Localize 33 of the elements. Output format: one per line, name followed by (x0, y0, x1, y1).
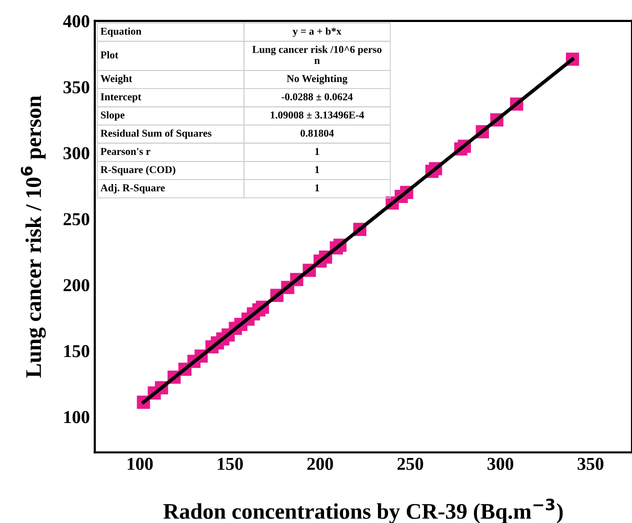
x-tick-label: 350 (578, 458, 604, 470)
y-tick-label: 350 (64, 81, 90, 94)
annotation: 1 (315, 148, 320, 155)
annotation: 1.09008 ± 3.13496E-4 (270, 111, 364, 119)
x-axis-title: Radon concentrations by CR-39 (Bq.m$^{−3}$) (163, 498, 563, 523)
annotation: Intercept (100, 93, 142, 102)
annotation: -0.0288 ± 0.0624 (282, 93, 353, 100)
annotation: Equation (100, 27, 142, 37)
annotation: y = a + b*x (292, 27, 342, 37)
x-tick-label: 150 (218, 458, 243, 470)
annotation: Plot (100, 51, 118, 58)
x-tick-label: 100 (128, 458, 153, 470)
y-tick-label: 200 (64, 279, 90, 292)
x-tick-label: 250 (397, 458, 424, 470)
annotation: 1 (315, 166, 320, 174)
y-tick-label: 150 (64, 345, 90, 358)
x-tick-label: 300 (488, 458, 514, 470)
x-tick-label: 200 (307, 458, 333, 470)
annotation: Slope (100, 111, 124, 121)
annotation: No Weighting (286, 74, 348, 84)
annotation: Weight (100, 74, 132, 84)
annotation: Pearson's r (100, 148, 150, 155)
y-axis-title: Lung cancer risk / 10$^{6}$ person (20, 96, 46, 378)
annotation: Residual Sum of Squares (100, 129, 212, 139)
y-tick-label: 400 (63, 15, 90, 28)
y-tick-label: 250 (64, 213, 90, 226)
annotation: R-Square (COD) (100, 166, 176, 176)
annotation: 0.81804 (300, 130, 334, 137)
annotation: 1 (315, 184, 320, 192)
y-tick-label: 100 (64, 411, 90, 424)
y-tick-label: 300 (64, 147, 90, 160)
annotation: Adj. R-Square (100, 184, 165, 194)
annotation: Lung cancer risk /10^6 perso n (252, 46, 382, 64)
